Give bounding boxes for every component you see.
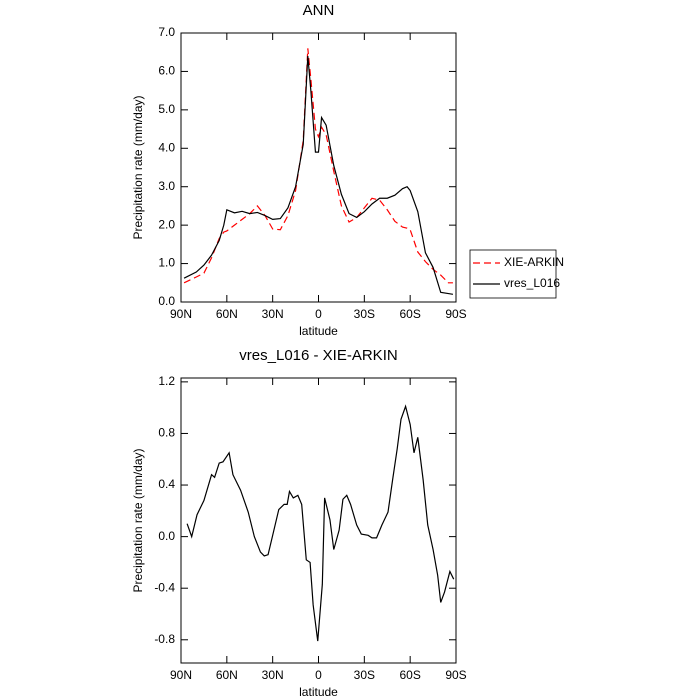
x-axis-label: latitude (299, 324, 338, 338)
plot-frame (180, 377, 457, 664)
chart-title: ANN (303, 2, 335, 19)
y-axis-label: Precipitation rate (mm/day) (131, 448, 145, 592)
x-tick-label: 0 (315, 668, 322, 682)
x-tick-label: 30N (262, 307, 284, 321)
y-tick-label: 0.0 (158, 294, 175, 308)
x-tick-label: 0 (315, 307, 322, 321)
y-tick-label: 6.0 (158, 64, 175, 78)
data-line (183, 56, 454, 295)
y-tick-label: -0.8 (154, 632, 175, 646)
y-tick-label: 3.0 (158, 179, 175, 193)
x-tick-label: 60S (399, 307, 420, 321)
y-axis-label: Precipitation rate (mm/day) (131, 95, 145, 239)
chart-title: vres_L016 - XIE-ARKIN (239, 347, 397, 364)
x-tick-label: 90N (170, 307, 192, 321)
y-tick-label: 5.0 (158, 102, 175, 116)
x-tick-label: 60N (216, 668, 238, 682)
legend-label: XIE-ARKIN (504, 255, 564, 269)
x-tick-label: 60N (216, 307, 238, 321)
y-tick-label: 0.4 (158, 477, 175, 491)
plot-frame (180, 32, 457, 303)
x-tick-label: 30S (354, 668, 375, 682)
data-line (183, 48, 453, 284)
y-tick-label: 0.8 (158, 426, 175, 440)
y-tick-label: 1.0 (158, 256, 175, 270)
x-tick-label: 30N (262, 668, 284, 682)
y-tick-label: 1.2 (158, 374, 175, 388)
legend-box (469, 249, 557, 299)
x-tick-label: 30S (354, 307, 375, 321)
y-tick-label: 4.0 (158, 140, 175, 154)
y-tick-label: -0.4 (154, 580, 175, 594)
legend-label: vres_L016 (504, 276, 560, 290)
x-tick-label: 60S (399, 668, 420, 682)
x-tick-label: 90S (445, 668, 466, 682)
y-tick-label: 7.0 (158, 25, 175, 39)
y-tick-label: 2.0 (158, 217, 175, 231)
x-tick-label: 90S (445, 307, 466, 321)
x-axis-label: latitude (299, 685, 338, 699)
y-tick-label: 0.0 (158, 529, 175, 543)
x-tick-label: 90N (170, 668, 192, 682)
data-line (186, 404, 455, 642)
